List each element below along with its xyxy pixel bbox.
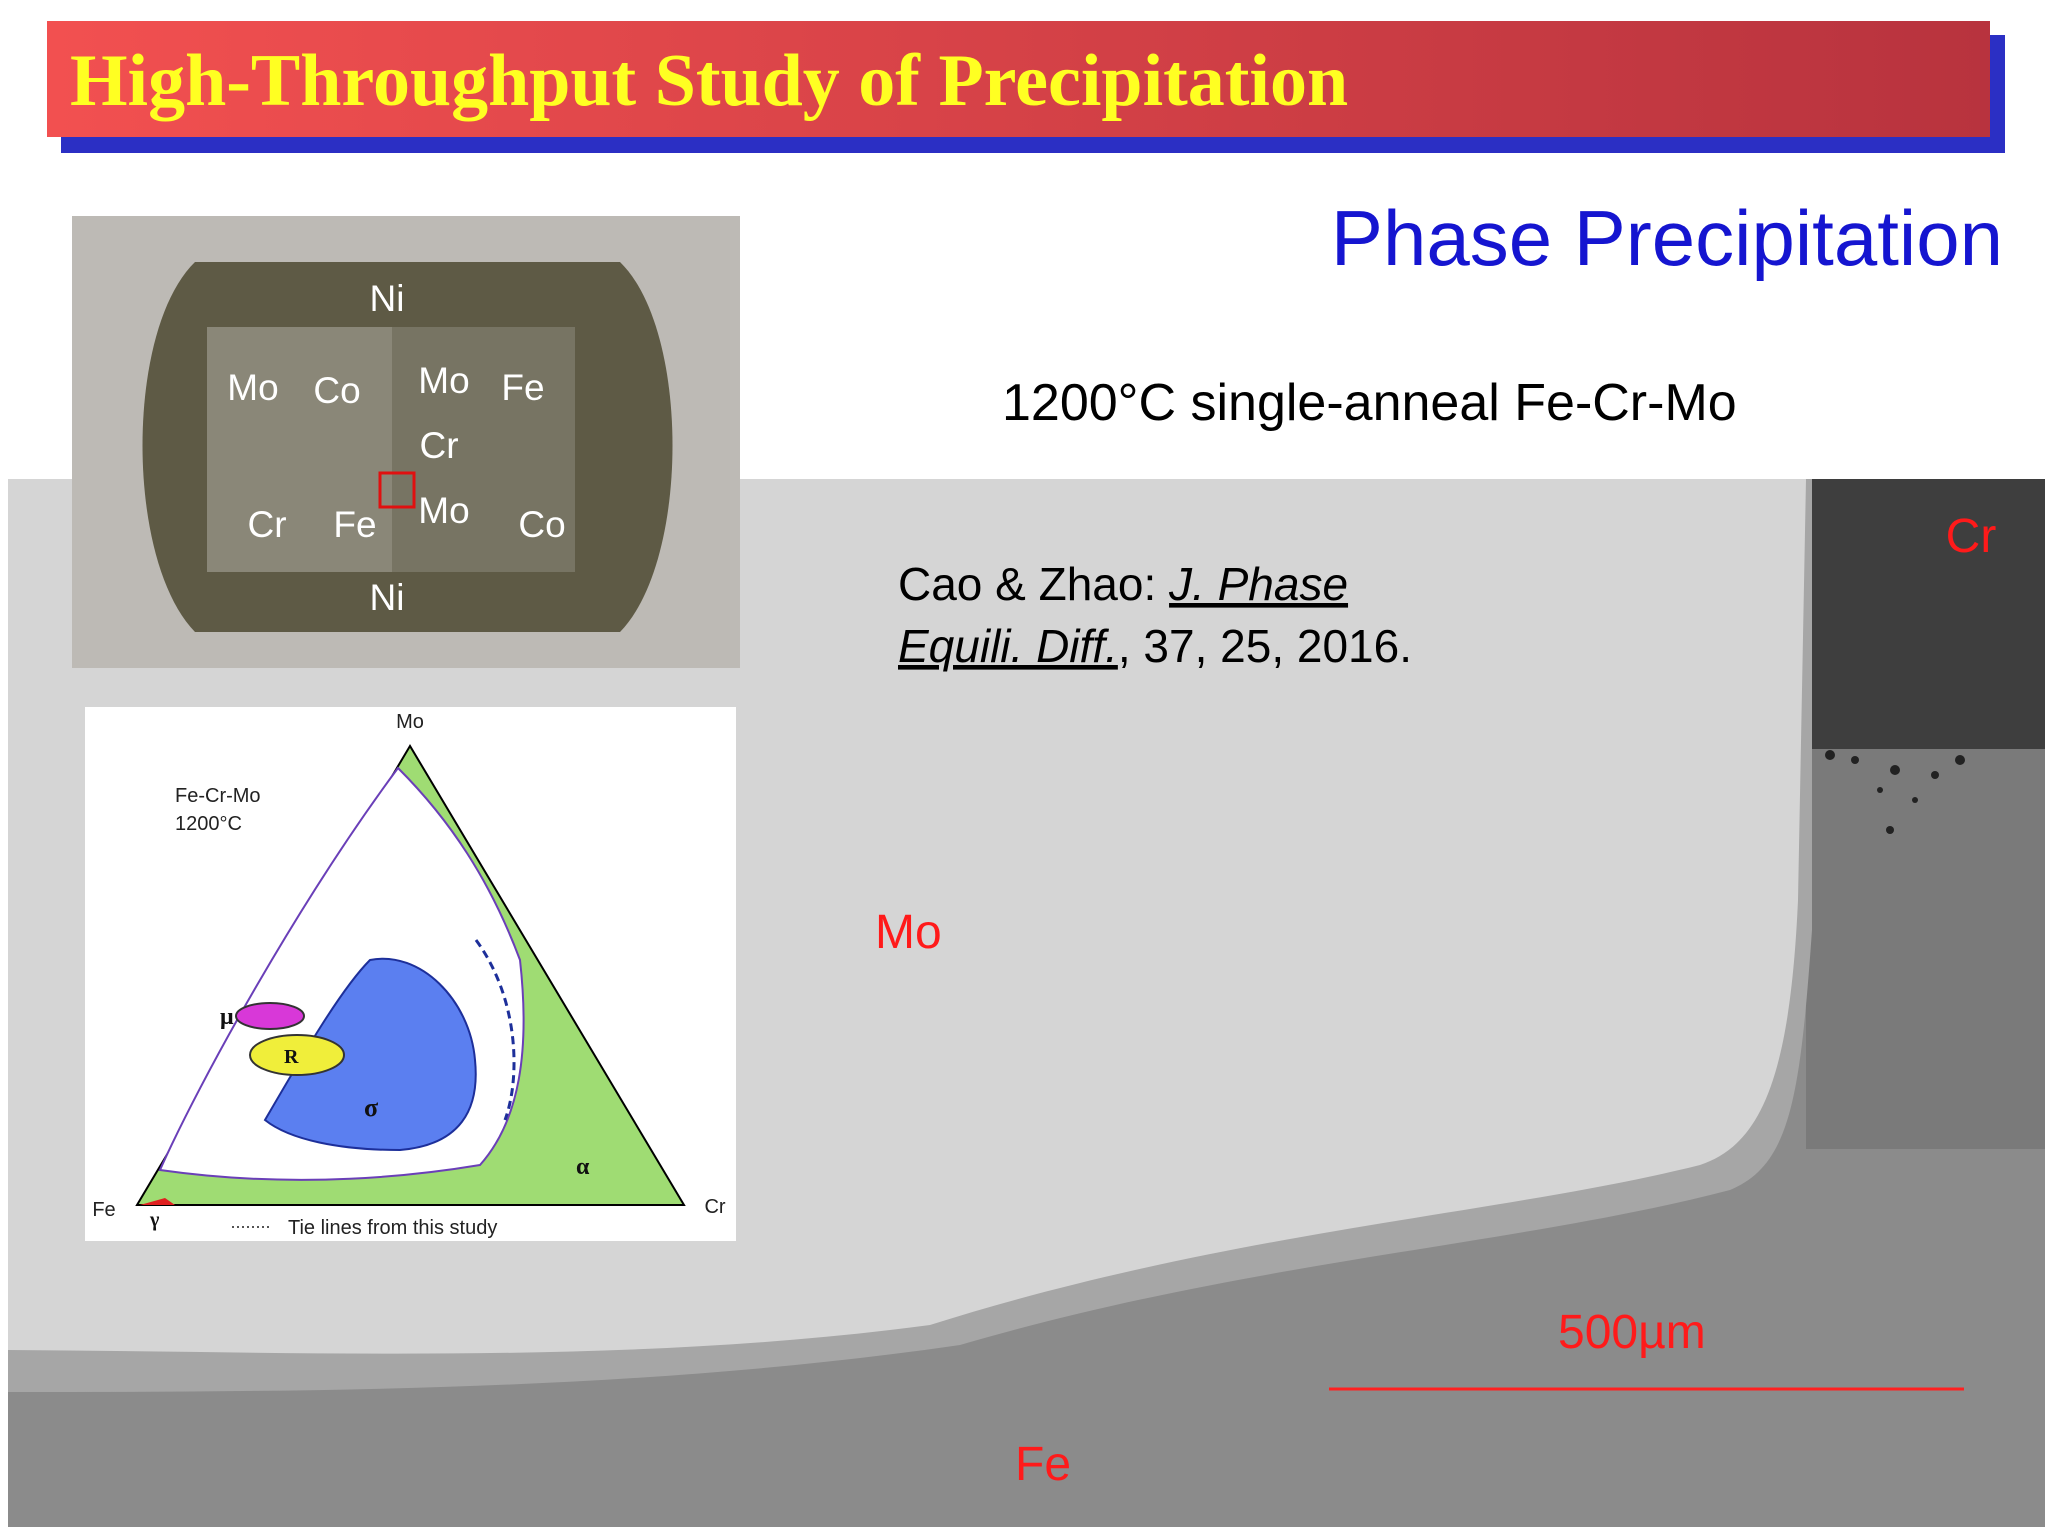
- phase-diagram: Mo Fe Cr Fe-Cr-Mo 1200°C Tie lines from …: [85, 707, 736, 1241]
- citation-authors: Cao & Zhao:: [898, 558, 1156, 610]
- phase-label: R: [284, 1046, 299, 1068]
- slide-title: High-Throughput Study of Precipitation: [70, 40, 1348, 122]
- citation-details: , 37, 25, 2016.: [1118, 620, 1412, 672]
- phase-label: α: [576, 1154, 590, 1180]
- r-phase: [249, 1034, 345, 1076]
- region-marker: [378, 471, 416, 509]
- caption: 1200°C single-anneal Fe-Cr-Mo: [1002, 374, 1737, 432]
- mu-phase: [235, 1002, 305, 1030]
- sample-pad: [392, 327, 575, 572]
- region-label: Fe: [1015, 1438, 1071, 1491]
- corner-label: Fe: [92, 1199, 115, 1221]
- diagram-title: 1200°C: [175, 813, 242, 835]
- citation-line: Equili. Diff., 37, 25, 2016.: [898, 620, 1412, 672]
- photo-label: Ni: [370, 278, 405, 319]
- corner-label: Mo: [396, 711, 424, 733]
- citation-journal: Equili. Diff.: [898, 620, 1118, 672]
- phase-label: μ: [220, 1004, 234, 1030]
- cr-region: [1806, 479, 2045, 749]
- title-bar: [47, 21, 1990, 137]
- diagram-legend: Tie lines from this study: [288, 1217, 497, 1239]
- gamma-phase: [140, 1198, 175, 1205]
- diagram-title: Fe-Cr-Mo: [175, 785, 261, 807]
- pores: [1825, 750, 1965, 834]
- photo-label: Cr: [419, 425, 458, 466]
- scale-bar-label: 500µm: [1558, 1306, 1706, 1359]
- sample-photo: Ni Mo Co Mo Fe Cr Cr Fe Mo Co Ni: [72, 216, 740, 668]
- phase-label: γ: [149, 1209, 160, 1231]
- citation-journal: J. Phase: [1168, 558, 1348, 610]
- miscibility-gap: [474, 939, 516, 1121]
- photo-label: Ni: [370, 577, 405, 618]
- photo-label: Mo: [418, 490, 469, 531]
- photo-label: Mo: [418, 360, 469, 401]
- phase-label: σ: [364, 1093, 378, 1122]
- photo-label: Co: [518, 504, 565, 545]
- photo-label: Cr: [247, 504, 286, 545]
- citation-line: Cao & Zhao: J. Phase: [898, 558, 1348, 610]
- photo-label: Co: [313, 370, 360, 411]
- region-label: Cr: [1946, 510, 1997, 563]
- region-label: Mo: [875, 906, 942, 959]
- corner-label: Cr: [704, 1196, 725, 1218]
- subtitle: Phase Precipitation: [1331, 194, 2003, 282]
- photo-label: Fe: [333, 504, 376, 545]
- sigma-phase: [263, 957, 477, 1152]
- photo-label: Mo: [227, 367, 278, 408]
- photo-label: Fe: [501, 367, 544, 408]
- citation: Cao & Zhao: J. Phase Equili. Diff., 37, …: [898, 558, 1412, 672]
- cr-lower-region: [1806, 749, 2045, 1149]
